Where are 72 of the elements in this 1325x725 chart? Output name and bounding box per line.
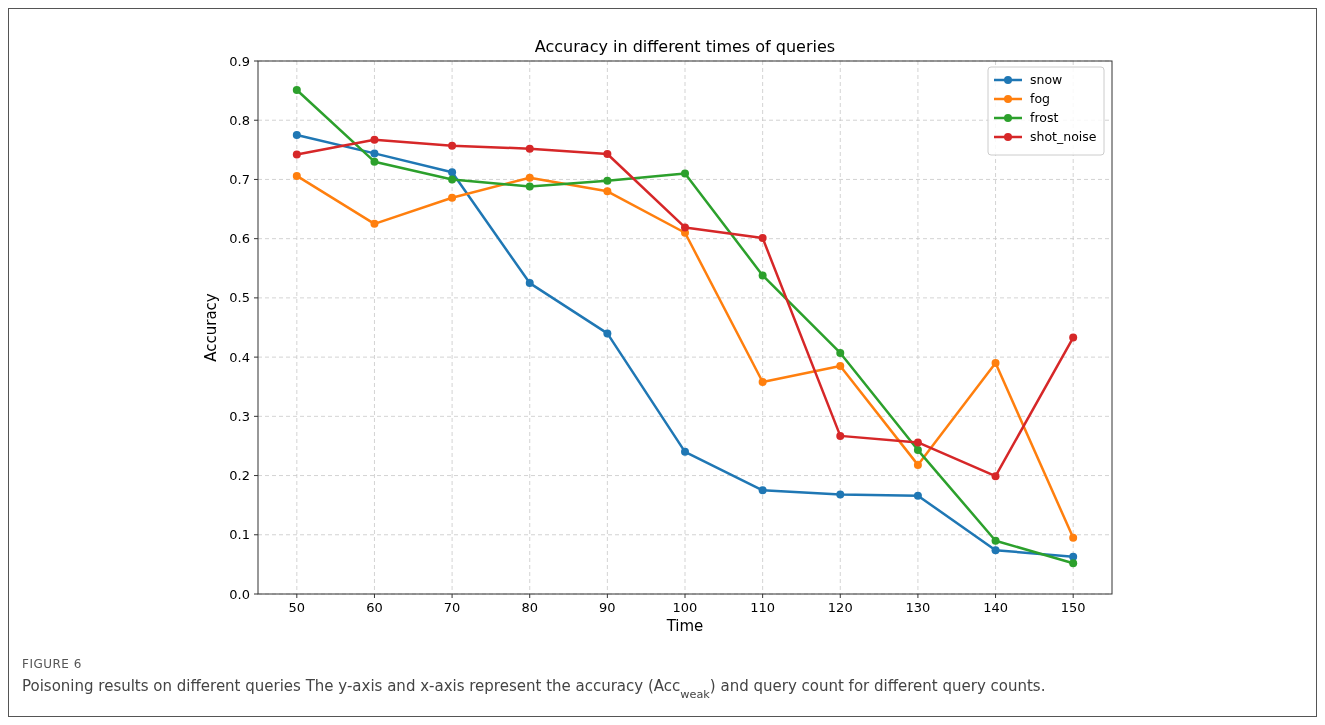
point <box>913 491 922 500</box>
point <box>370 149 379 158</box>
y-tick-label: 0.5 <box>229 290 250 306</box>
y-tick-label: 0.7 <box>229 171 250 187</box>
y-tick-label: 0.9 <box>229 53 250 69</box>
point <box>370 219 379 228</box>
y-tick-label: 0.4 <box>229 349 250 365</box>
point <box>991 546 1000 555</box>
legend-label: shot_noise <box>1030 129 1097 144</box>
point <box>758 486 767 495</box>
point <box>991 536 1000 545</box>
point <box>370 135 379 144</box>
x-axis-title: Time <box>665 617 704 635</box>
text: Poisoning results on different queries The y-axis and x-axis represent the accuracy (Acc$_{weak}$) and query count for different query counts. <box>22 677 1046 701</box>
x-tick-label: 90 <box>599 600 616 615</box>
point <box>525 182 534 191</box>
point <box>603 149 612 158</box>
x-tick-label: 140 <box>983 600 1008 615</box>
point <box>448 193 457 202</box>
legend-label: frost <box>1030 110 1059 125</box>
point <box>448 168 457 177</box>
point <box>525 173 534 182</box>
point <box>448 175 457 184</box>
point <box>758 377 767 386</box>
point <box>448 141 457 150</box>
point <box>603 176 612 185</box>
x-tick-label: 60 <box>366 600 383 615</box>
point <box>292 171 301 180</box>
point <box>991 472 1000 481</box>
point <box>836 348 845 357</box>
point <box>525 279 534 288</box>
point <box>292 86 301 95</box>
x-tick-label: 120 <box>827 600 853 615</box>
point <box>681 447 689 456</box>
legend-label: snow <box>1030 72 1063 87</box>
point <box>1069 533 1078 542</box>
x-tick-label: 80 <box>521 600 538 615</box>
point <box>370 157 379 166</box>
y-tick-label: 0.0 <box>229 586 250 602</box>
x-tick-label: 50 <box>288 600 306 615</box>
chart-title: Accuracy in different times of queries <box>534 37 836 56</box>
y-tick-label: 0.6 <box>229 231 250 247</box>
point <box>681 223 689 232</box>
legend-label: fog <box>1030 91 1050 106</box>
point <box>292 131 301 140</box>
x-tick-label: 110 <box>750 600 776 615</box>
point <box>1069 333 1078 342</box>
point <box>1069 559 1078 568</box>
point <box>836 361 845 370</box>
point <box>991 359 1000 368</box>
y-tick-label: 0.2 <box>229 468 250 484</box>
y-tick-label: 0.1 <box>229 527 250 543</box>
point <box>525 144 534 153</box>
caption: FIGURE 6 <box>22 657 82 671</box>
point <box>603 329 612 338</box>
x-tick-label: 130 <box>905 600 931 615</box>
point <box>681 169 689 178</box>
point <box>913 460 922 469</box>
point <box>913 446 922 455</box>
point <box>292 150 301 159</box>
y-axis-title: Accuracy <box>202 293 220 362</box>
point <box>836 490 845 499</box>
x-tick-label: 100 <box>672 600 698 615</box>
point <box>758 271 767 280</box>
point <box>836 431 845 440</box>
x-tick-label: 150 <box>1060 600 1086 615</box>
point <box>758 234 767 243</box>
x-tick-label: 70 <box>443 600 461 615</box>
y-tick-label: 0.8 <box>229 112 250 128</box>
point <box>603 187 612 196</box>
y-tick-label: 0.3 <box>229 408 250 424</box>
point <box>913 438 922 447</box>
